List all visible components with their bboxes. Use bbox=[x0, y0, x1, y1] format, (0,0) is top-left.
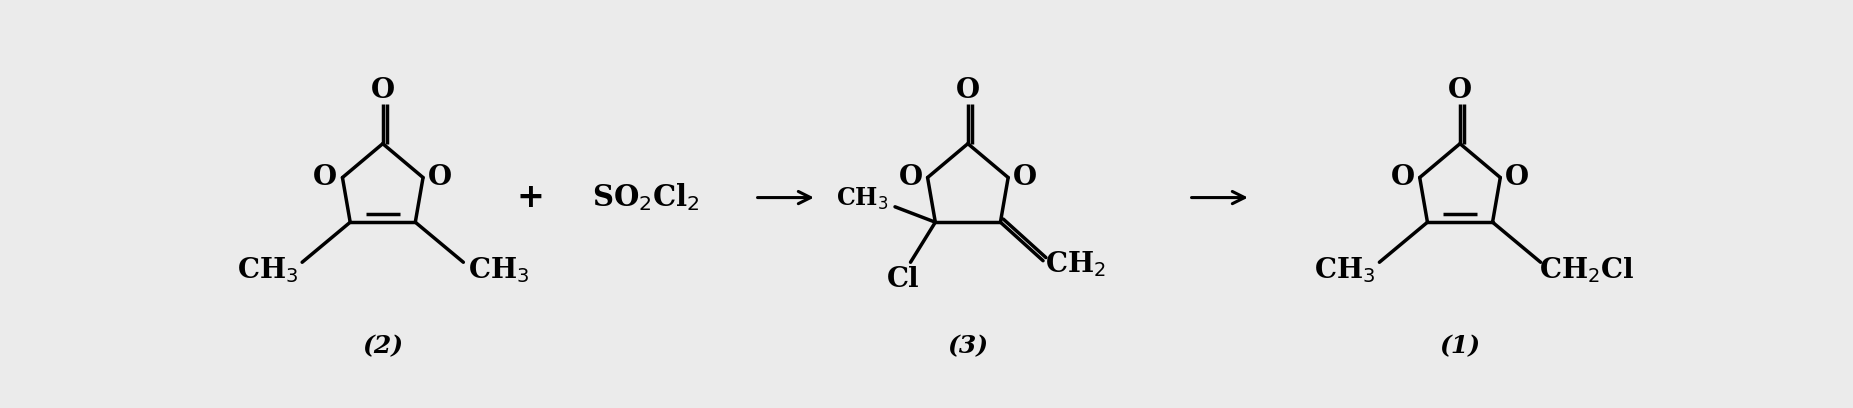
Text: CH$_3$: CH$_3$ bbox=[836, 186, 889, 212]
Text: CH$_3$: CH$_3$ bbox=[1314, 255, 1375, 285]
Text: CH$_2$: CH$_2$ bbox=[1045, 250, 1106, 279]
Text: O: O bbox=[428, 164, 452, 191]
Text: O: O bbox=[371, 77, 395, 104]
Text: O: O bbox=[956, 77, 980, 104]
Text: Cl: Cl bbox=[886, 266, 919, 293]
Text: (2): (2) bbox=[361, 334, 404, 358]
Text: O: O bbox=[1014, 164, 1038, 191]
Text: (3): (3) bbox=[947, 334, 988, 358]
Text: O: O bbox=[1447, 77, 1471, 104]
Text: CH$_3$: CH$_3$ bbox=[467, 255, 528, 285]
Text: (1): (1) bbox=[1440, 334, 1481, 358]
Text: +: + bbox=[517, 181, 545, 214]
Text: O: O bbox=[1505, 164, 1529, 191]
Text: CH$_3$: CH$_3$ bbox=[237, 255, 298, 285]
Text: SO$_2$Cl$_2$: SO$_2$Cl$_2$ bbox=[593, 182, 700, 213]
Text: O: O bbox=[1390, 164, 1414, 191]
Text: O: O bbox=[899, 164, 923, 191]
Text: CH$_2$Cl: CH$_2$Cl bbox=[1540, 255, 1634, 285]
Text: O: O bbox=[313, 164, 337, 191]
